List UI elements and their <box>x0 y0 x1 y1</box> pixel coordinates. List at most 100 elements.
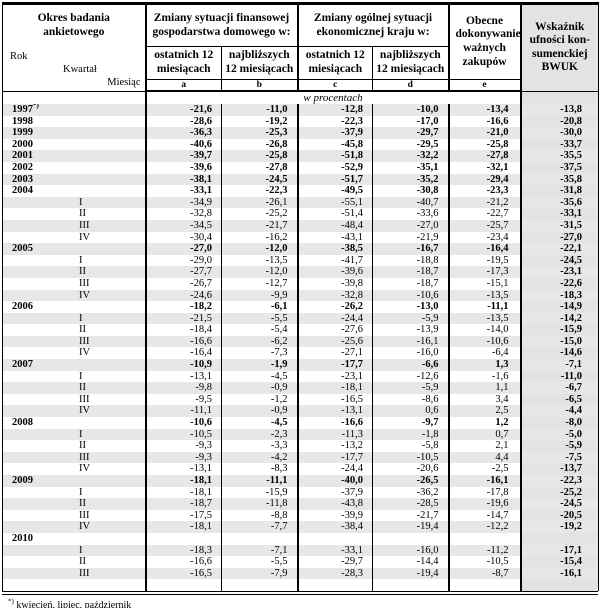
cell-c: -16,5 <box>296 393 373 406</box>
cell-e: 1,2 <box>447 417 521 429</box>
row-label: 1999 <box>2 127 146 139</box>
cell-e: -12,2 <box>447 521 521 533</box>
cell-b: -7,1 <box>220 544 298 557</box>
table-header: Okres badania ankietowego Rok Kwartał Mi… <box>2 3 599 92</box>
row-label: 2007 <box>2 359 146 371</box>
cell-a: -24,6 <box>144 289 222 302</box>
cell-c: -18,1 <box>296 382 373 394</box>
cell-e: -8,7 <box>447 567 521 580</box>
cell-e: -13,5 <box>447 289 521 302</box>
row-label: I <box>79 254 83 266</box>
table-row: 2006 -18,2 -6,1 -26,2 -13,0 -11,1 -14,9 <box>3 301 599 313</box>
table-row: III -34,5 -21,7 -48,4 -27,0 -25,7 -31,5 <box>2 219 599 232</box>
row-label: 2009 <box>2 475 146 487</box>
cell-d: -32,2 <box>372 150 449 162</box>
cell-a: -34,9 <box>144 196 222 209</box>
row-label: 2006 <box>12 301 33 313</box>
cell-b: -22,3 <box>220 185 298 197</box>
cell-bwuk: -15,0 <box>519 335 599 348</box>
table-row: 2007 -10,9 -1,9 -17,7 -6,6 1,3 -7,1 <box>2 359 599 371</box>
cell-b: -4,2 <box>220 451 298 464</box>
cell-c: -38,4 <box>296 521 373 533</box>
footnote-reference: *) <box>33 104 39 110</box>
cell-bwuk: -35,8 <box>519 173 599 186</box>
cell-c: -52,9 <box>296 161 373 174</box>
row-label: 2000 <box>12 138 33 150</box>
cell-a: -9,5 <box>144 393 222 406</box>
row-label: 1998 <box>12 115 33 127</box>
cell-a: -29,0 <box>144 254 222 267</box>
cell-a: -9,3 <box>144 440 222 452</box>
cell-c: -51,4 <box>296 208 373 220</box>
cell-e: 4,4 <box>447 451 521 464</box>
cell-b: -0,9 <box>220 382 298 394</box>
row-label: III <box>2 567 146 580</box>
table-body: w procentach 1997*) -21,6 -11,0 -12,8 -10,0-… <box>2 91 599 591</box>
cell-c: -39,6 <box>296 266 373 278</box>
cell-c: -23,1 <box>296 370 373 383</box>
cell-bwuk: -14,6 <box>519 347 599 360</box>
header-year-label: Rok <box>10 51 28 62</box>
cell-e: 2,5 <box>447 405 521 418</box>
cell-a: -40,6 <box>144 138 222 151</box>
cell-e: -10,6 <box>447 335 521 348</box>
cell-e: 1,3 <box>447 359 521 371</box>
cell-c: -45,8 <box>296 138 373 151</box>
table-row: II -9,8 -0,9 -18,1 -5,9 1,1 -6,7 <box>2 382 599 394</box>
cell-d: -5,9 <box>372 382 449 394</box>
cell-b: -12,7 <box>220 277 298 290</box>
row-label: I <box>2 196 146 209</box>
table-row: I -13,1 -4,5 -23,1 -12,6 -1,6 -11,0 <box>3 370 599 383</box>
cell-bwuk: -14,9 <box>519 301 599 313</box>
cell-bwuk: -13,7 <box>519 463 599 475</box>
cell-a <box>144 532 222 545</box>
cell-e: -22,7 <box>447 208 521 220</box>
cell-a: -17,5 <box>144 509 222 522</box>
cell-c: -25,6 <box>296 335 373 348</box>
cell-bwuk: -23,1 <box>519 266 599 278</box>
cell-d: -10,5 <box>372 451 449 464</box>
cell-a: -13,1 <box>144 463 222 475</box>
row-label: 2010 <box>12 532 33 544</box>
cell-a: -27,7 <box>144 266 222 278</box>
cell-d <box>372 532 449 545</box>
cell-c: -13,2 <box>296 440 373 452</box>
row-label <box>3 579 146 591</box>
cell-e: -14,7 <box>447 509 521 522</box>
column-letter-a: a <box>144 79 222 92</box>
cell-b: -1,9 <box>220 359 298 371</box>
table-row: 2010 <box>3 532 599 545</box>
cell-bwuk: -22,3 <box>519 475 599 487</box>
cell-c <box>296 532 373 545</box>
cell-bwuk: -35,6 <box>519 196 599 209</box>
row-label: III <box>79 509 90 521</box>
row-label: 1997*) <box>2 104 146 116</box>
row-label: I <box>79 370 83 382</box>
table-row: 2009 -18,1 -11,1 -40,0 -26,5 -16,1 -22,3 <box>2 475 599 487</box>
row-label: 2002 <box>12 161 33 173</box>
cell-a: -18,7 <box>144 498 222 510</box>
cell-bwuk: -7,5 <box>519 451 599 464</box>
row-label: III <box>2 219 146 232</box>
table-row: IV -13,1 -8,3 -24,4 -20,6 -2,5 -13,7 <box>3 463 599 475</box>
cell-e <box>447 579 521 591</box>
cell-bwuk: -20,8 <box>519 115 599 128</box>
cell-c: -26,2 <box>296 301 373 313</box>
cell-d: -9,7 <box>372 417 449 429</box>
cell-d: -14,4 <box>372 556 449 568</box>
row-label: II <box>79 440 86 452</box>
cell-d: -36,2 <box>372 486 449 499</box>
row-label: I <box>2 544 146 557</box>
row-label: II <box>79 208 86 220</box>
row-label: I <box>2 312 146 325</box>
row-label: IV <box>2 521 146 533</box>
header-month-label: Miesiąc <box>107 77 141 89</box>
cell-e: -6,4 <box>447 347 521 360</box>
table-row: I -34,9 -26,1 -55,1 -40,7 -21,2 -35,6 <box>2 196 599 209</box>
cell-e: 2,1 <box>447 440 521 452</box>
cell-bwuk <box>519 532 599 545</box>
table-row <box>3 579 599 591</box>
cell-a: -39,7 <box>144 150 222 162</box>
cell-bwuk: -25,2 <box>519 486 599 499</box>
table-row: 2005 -27,0 -12,0 -38,5 -16,7 -16,4 -22,1 <box>2 243 599 255</box>
